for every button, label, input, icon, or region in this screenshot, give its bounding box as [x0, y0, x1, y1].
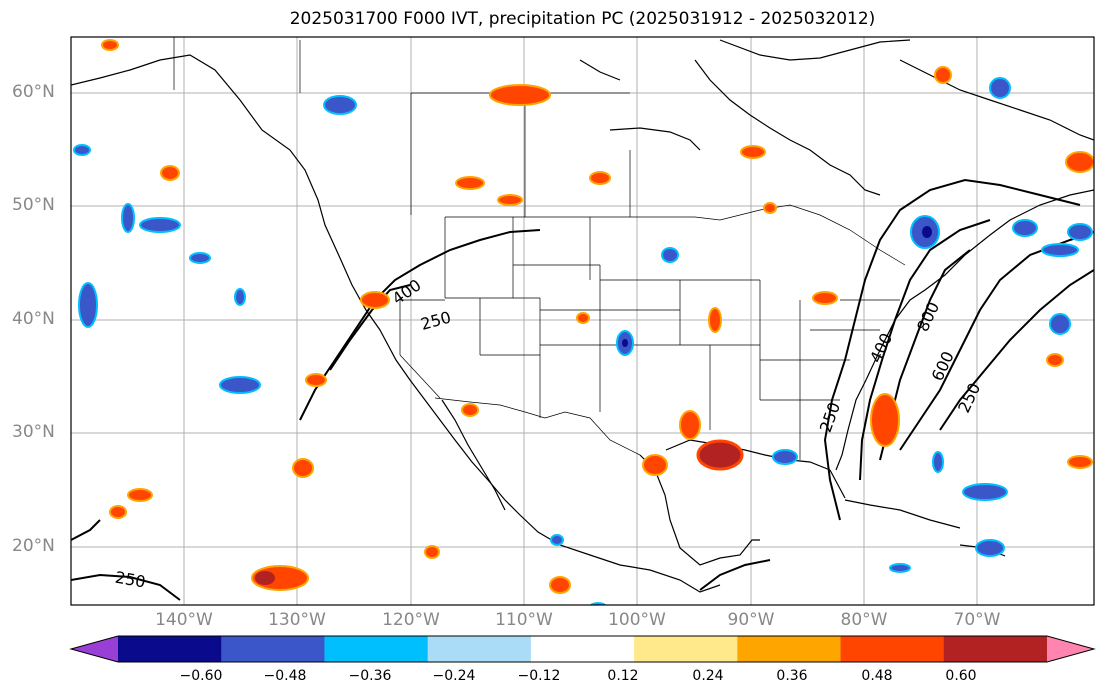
contour-label: 400	[866, 330, 896, 366]
colorbar-label: 0.24	[692, 668, 724, 684]
precip-negative-blobs	[73, 77, 1093, 605]
lat-label-40n: 40°N	[12, 309, 55, 329]
map-frame	[70, 36, 1095, 606]
coastlines	[71, 39, 1094, 593]
lon-label-140w: 140°W	[155, 610, 213, 630]
lon-label-70w: 70°W	[953, 610, 1001, 630]
colorbar-label: −0.60	[179, 668, 223, 684]
contour-label: 250	[816, 400, 844, 435]
lon-label-110w: 110°W	[495, 610, 553, 630]
colorbar-label: 0.60	[945, 668, 977, 684]
lon-label-80w: 80°W	[840, 610, 888, 630]
ivt-contours	[71, 178, 1094, 601]
colorbar-label: −0.24	[432, 668, 476, 684]
lon-label-130w: 130°W	[268, 610, 326, 630]
lat-label-50n: 50°N	[12, 195, 55, 215]
colorbar-label: −0.12	[517, 668, 561, 684]
contour-label: 800	[913, 299, 943, 335]
colorbar-label: 0.48	[861, 668, 893, 684]
lon-label-120w: 120°W	[382, 610, 440, 630]
lat-label-20n: 20°N	[12, 536, 55, 556]
contour-label: 250	[114, 568, 147, 592]
lon-label-100w: 100°W	[608, 610, 666, 630]
lat-label-30n: 30°N	[12, 422, 55, 442]
political-borders	[173, 37, 906, 460]
colorbar-label: −0.48	[263, 668, 307, 684]
contour-label: 600	[928, 348, 958, 384]
lon-label-90w: 90°W	[727, 610, 775, 630]
map-title: 2025031700 F000 IVT, precipitation PC (2…	[289, 9, 876, 29]
colorbar-label: −0.36	[348, 668, 392, 684]
lat-label-60n: 60°N	[12, 82, 55, 102]
colorbar-label: 0.12	[607, 668, 639, 684]
contour-label: 250	[419, 308, 453, 334]
precip-positive-blobs	[101, 39, 1094, 594]
colorbar-label: 0.36	[776, 668, 808, 684]
contour-label: 250	[954, 380, 984, 416]
